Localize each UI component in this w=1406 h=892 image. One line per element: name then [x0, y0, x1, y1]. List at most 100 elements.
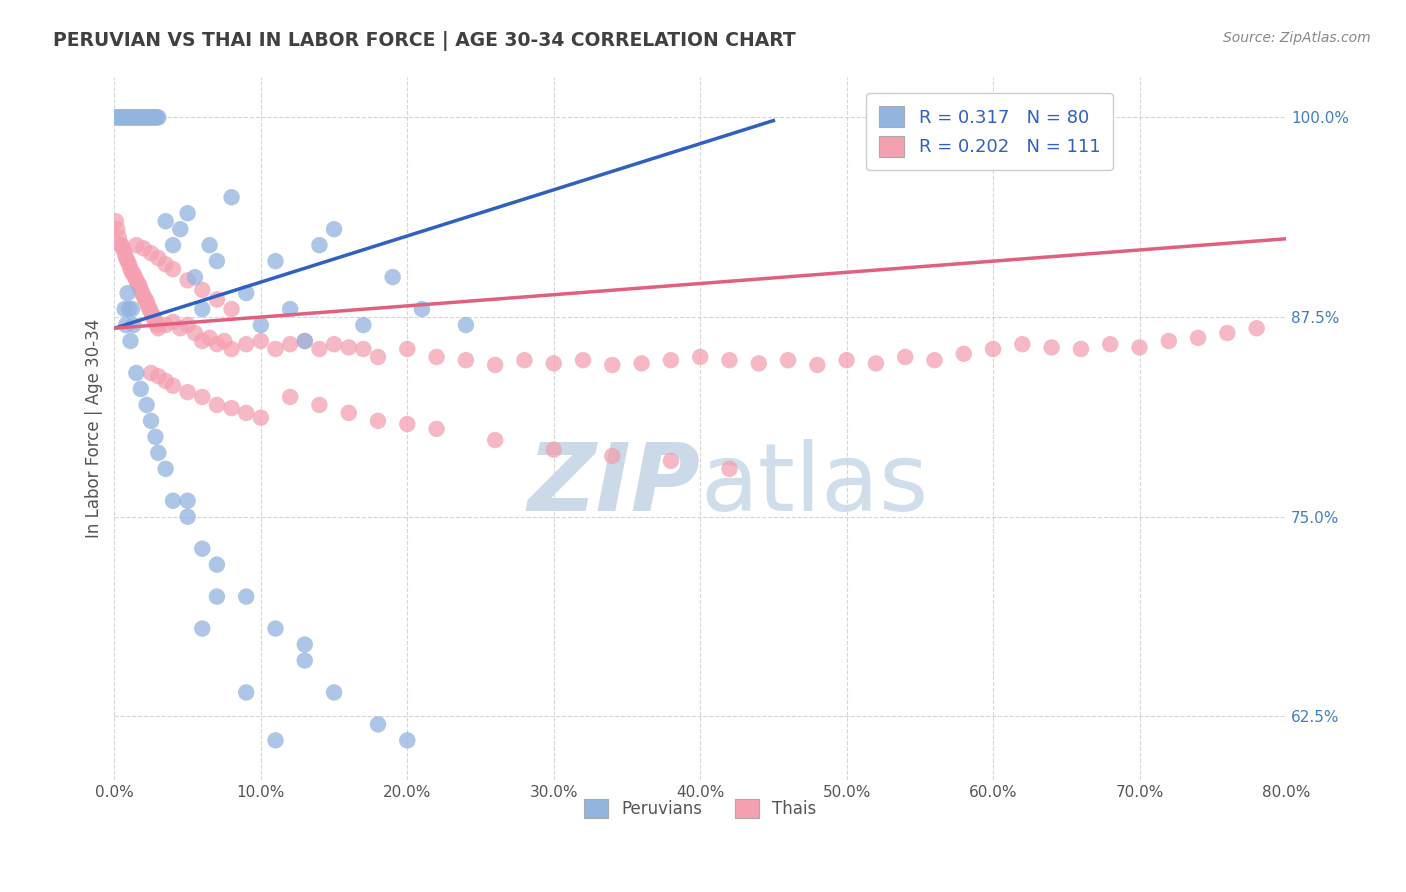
Point	[176, 273, 198, 287]
Point	[135, 111, 157, 125]
Point	[1187, 331, 1209, 345]
Point	[114, 111, 136, 125]
Point	[139, 111, 162, 125]
Point	[952, 347, 974, 361]
Point	[981, 342, 1004, 356]
Point	[120, 111, 142, 125]
Point	[718, 462, 741, 476]
Point	[484, 433, 506, 447]
Point	[139, 414, 162, 428]
Point	[110, 238, 132, 252]
Point	[1099, 337, 1122, 351]
Point	[184, 270, 207, 285]
Point	[125, 111, 148, 125]
Point	[155, 374, 177, 388]
Point	[543, 442, 565, 457]
Point	[264, 342, 287, 356]
Point	[367, 717, 389, 731]
Point	[396, 733, 419, 747]
Point	[191, 622, 214, 636]
Point	[689, 350, 711, 364]
Point	[146, 111, 169, 125]
Text: PERUVIAN VS THAI IN LABOR FORCE | AGE 30-34 CORRELATION CHART: PERUVIAN VS THAI IN LABOR FORCE | AGE 30…	[53, 31, 796, 51]
Point	[141, 111, 163, 125]
Point	[323, 222, 346, 236]
Point	[278, 337, 301, 351]
Point	[146, 318, 169, 332]
Point	[191, 390, 214, 404]
Point	[426, 350, 449, 364]
Point	[294, 334, 316, 348]
Point	[381, 270, 404, 285]
Point	[835, 353, 858, 368]
Point	[112, 241, 135, 255]
Point	[125, 273, 148, 287]
Point	[235, 406, 257, 420]
Point	[454, 318, 477, 332]
Point	[148, 251, 170, 265]
Legend: Peruvians, Thais: Peruvians, Thais	[578, 792, 823, 825]
Point	[198, 331, 221, 345]
Point	[121, 301, 143, 316]
Point	[124, 111, 146, 125]
Point	[205, 398, 228, 412]
Point	[107, 230, 129, 244]
Point	[138, 111, 160, 125]
Point	[184, 326, 207, 340]
Point	[135, 398, 157, 412]
Point	[155, 257, 177, 271]
Point	[169, 321, 191, 335]
Point	[117, 254, 139, 268]
Point	[125, 238, 148, 252]
Point	[148, 321, 170, 335]
Point	[806, 358, 828, 372]
Point	[132, 241, 155, 255]
Point	[205, 590, 228, 604]
Point	[278, 390, 301, 404]
Point	[1011, 337, 1033, 351]
Point	[136, 111, 159, 125]
Point	[1157, 334, 1180, 348]
Point	[142, 111, 165, 125]
Point	[308, 238, 330, 252]
Point	[198, 238, 221, 252]
Point	[352, 342, 374, 356]
Point	[115, 111, 138, 125]
Point	[894, 350, 917, 364]
Point	[396, 417, 419, 431]
Point	[125, 366, 148, 380]
Point	[110, 111, 132, 125]
Text: Source: ZipAtlas.com: Source: ZipAtlas.com	[1223, 31, 1371, 45]
Point	[426, 422, 449, 436]
Point	[120, 262, 142, 277]
Point	[191, 541, 214, 556]
Point	[221, 301, 243, 316]
Point	[1070, 342, 1092, 356]
Point	[176, 493, 198, 508]
Point	[105, 111, 128, 125]
Point	[205, 558, 228, 572]
Point	[136, 299, 159, 313]
Point	[176, 318, 198, 332]
Point	[396, 342, 419, 356]
Point	[176, 509, 198, 524]
Point	[411, 301, 433, 316]
Point	[221, 401, 243, 416]
Point	[191, 301, 214, 316]
Point	[250, 318, 273, 332]
Point	[127, 111, 149, 125]
Point	[155, 214, 177, 228]
Point	[484, 358, 506, 372]
Point	[602, 449, 624, 463]
Point	[352, 318, 374, 332]
Text: atlas: atlas	[700, 439, 928, 531]
Point	[308, 398, 330, 412]
Point	[141, 309, 163, 323]
Point	[205, 293, 228, 307]
Point	[134, 293, 156, 307]
Point	[865, 356, 887, 370]
Point	[1216, 326, 1239, 340]
Point	[191, 334, 214, 348]
Point	[105, 222, 128, 236]
Point	[776, 353, 799, 368]
